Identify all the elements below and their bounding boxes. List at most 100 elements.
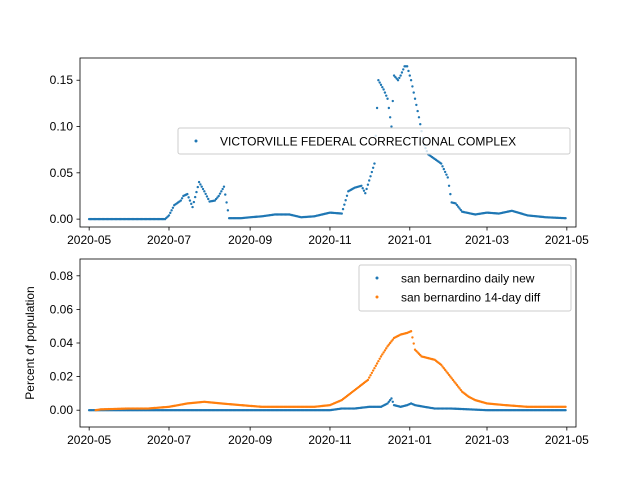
- y-tick-label: 0.02: [50, 370, 74, 384]
- series-0-marker: [442, 167, 446, 171]
- series-0-marker: [224, 193, 227, 196]
- series-0-marker: [203, 190, 206, 193]
- x-tick-label: 2020-11: [308, 233, 351, 247]
- series-0-marker: [365, 187, 368, 191]
- series-0-marker: [413, 97, 417, 100]
- series-1-marker: [443, 368, 447, 372]
- series-0-marker: [192, 200, 196, 204]
- series-0-marker: [459, 208, 463, 212]
- series-0-marker: [399, 74, 402, 77]
- series-0-marker: [447, 184, 451, 187]
- series-1-marker: [370, 371, 374, 375]
- series-0-marker: [455, 203, 459, 207]
- series-0-marker: [409, 79, 413, 82]
- series-0-marker: [411, 85, 414, 88]
- series-0-marker: [391, 99, 394, 103]
- x-tick-label: 2020-05: [67, 433, 111, 447]
- series-1-marker: [459, 388, 463, 392]
- series-0-marker: [370, 170, 374, 174]
- x-tick-label: 2021-05: [545, 433, 589, 447]
- series-0-marker: [417, 116, 421, 119]
- series-0-marker: [407, 69, 410, 73]
- top-x-axis-ticks: 2020-05 2020-07 2020-09 2020-11 2021-01 2021-…: [67, 227, 589, 247]
- series-1-marker: [390, 340, 393, 343]
- series-0-marker: [386, 97, 389, 100]
- series-0-marker: [225, 201, 228, 204]
- legend-marker: [375, 295, 379, 299]
- series-1-marker: [368, 376, 371, 379]
- top-legend-entries: VICTORVILLE FEDERAL CORRECTIONAL COMPLEX: [194, 135, 516, 149]
- series-0-marker: [207, 197, 210, 201]
- bottom-y-axis-label: Percent of population: [23, 286, 37, 399]
- legend-label: san bernardino daily new: [401, 272, 535, 286]
- x-tick-label: 2020-11: [308, 433, 351, 447]
- series-0-marker: [458, 207, 461, 210]
- series-0-marker: [196, 185, 199, 189]
- x-tick-label: 2020-09: [228, 433, 272, 447]
- series-0-marker: [387, 106, 391, 110]
- series-1-marker: [381, 353, 384, 356]
- series-0-marker: [187, 196, 190, 199]
- series-1-marker: [445, 370, 448, 373]
- series-0-marker: [382, 88, 385, 91]
- series-0-marker: [388, 116, 392, 119]
- series-0-marker: [366, 183, 370, 186]
- top-y-axis-ticks: 0.00 0.05 0.10 0.15: [50, 73, 80, 226]
- y-tick-label: 0.00: [50, 212, 74, 226]
- series-0-marker: [197, 180, 201, 184]
- series-0-marker: [360, 184, 363, 187]
- series-0-marker: [204, 192, 207, 196]
- series-0-marker: [170, 209, 173, 212]
- series-0-marker: [180, 197, 184, 200]
- series-0-marker: [391, 400, 394, 403]
- series-1-marker: [377, 359, 380, 363]
- series-0-marker: [377, 79, 380, 82]
- series-0-marker: [341, 207, 345, 211]
- series-0-marker: [364, 192, 367, 195]
- series-0-marker: [220, 190, 223, 193]
- series-1-marker: [458, 387, 461, 390]
- series-1-marker: [455, 383, 459, 387]
- series-0-marker: [396, 79, 400, 82]
- series-0-marker: [186, 192, 189, 196]
- bottom-legend-box: [358, 264, 572, 312]
- series-1-marker: [412, 342, 415, 345]
- series-1-marker: [385, 347, 388, 350]
- legend-marker: [194, 139, 198, 143]
- series-0-marker: [564, 409, 567, 412]
- series-0-marker: [221, 187, 224, 191]
- series-0-marker: [387, 400, 391, 403]
- series-0-marker: [169, 211, 172, 215]
- series-0-marker: [564, 217, 567, 220]
- y-tick-label: 0.15: [50, 73, 74, 87]
- bottom-subplot: 2020-05 2020-07 2020-09 2020-11 2021-01 2021-…: [23, 258, 589, 447]
- top-markers: [87, 65, 567, 221]
- series-0-marker: [449, 192, 452, 196]
- series-0-marker: [457, 205, 460, 208]
- series-1-marker: [374, 364, 377, 368]
- x-tick-label: 2021-03: [465, 233, 509, 247]
- series-0-marker: [195, 190, 198, 194]
- series-1-marker: [441, 365, 444, 368]
- top-axes-frame: [79, 57, 577, 228]
- series-0-marker: [378, 81, 381, 84]
- series-1-marker: [454, 382, 457, 385]
- series-1-marker: [387, 343, 391, 346]
- series-1-marker: [382, 351, 385, 354]
- series-1-marker: [391, 338, 394, 341]
- series-0-marker: [226, 209, 230, 212]
- series-1-marker: [450, 377, 453, 380]
- series-0-marker: [188, 199, 192, 202]
- series-1-marker: [373, 367, 376, 370]
- series-0-marker: [398, 76, 401, 80]
- series-0-marker: [383, 91, 387, 94]
- series-0-marker: [368, 179, 371, 182]
- series-1-marker: [366, 378, 370, 382]
- series-0-marker: [222, 185, 226, 188]
- y-tick-label: 0.08: [50, 269, 74, 283]
- bottom-legend-entries: san bernardino daily new san bernardino 1…: [375, 272, 541, 305]
- x-tick-label: 2021-01: [388, 433, 432, 447]
- series-1-marker: [383, 349, 387, 352]
- series-0-marker: [416, 109, 419, 113]
